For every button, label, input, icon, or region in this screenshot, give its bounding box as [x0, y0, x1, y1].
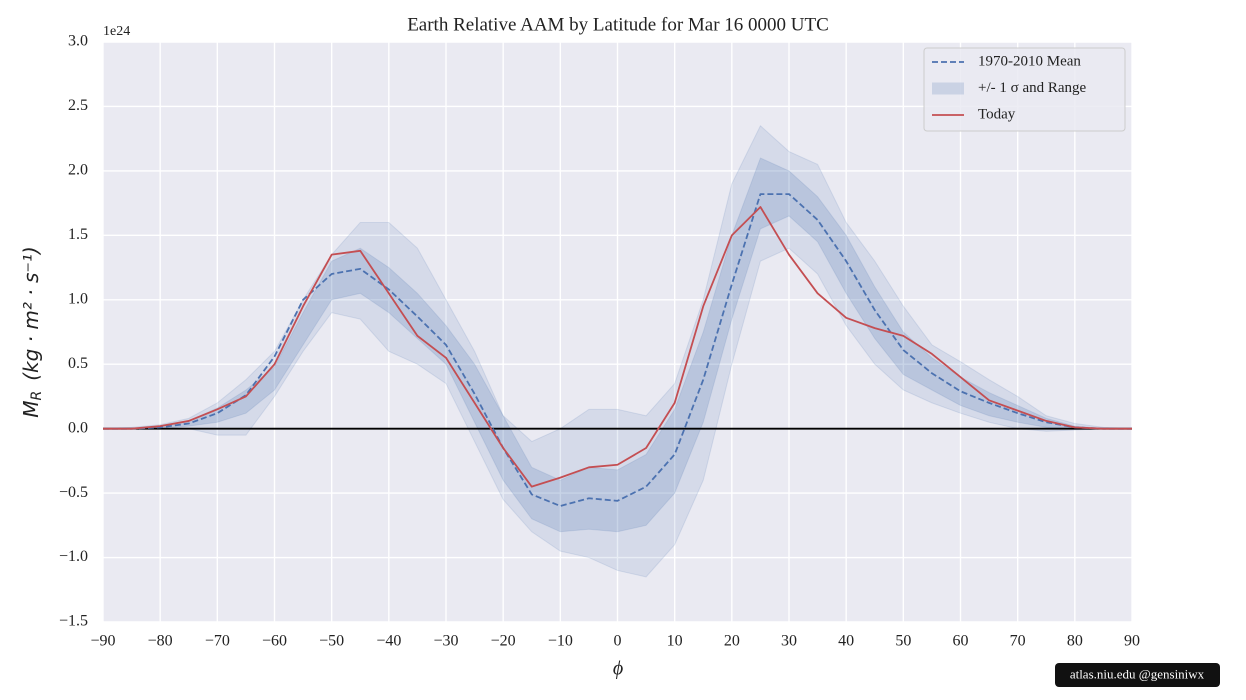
- x-tick-label: −40: [376, 633, 401, 650]
- x-tick-label: −70: [205, 633, 230, 650]
- x-tick-label: 60: [953, 633, 969, 650]
- x-axis-label: ϕ: [613, 658, 623, 680]
- watermark-text: atlas.niu.edu @gensiniwx: [1070, 666, 1205, 681]
- legend-label: +/- 1 σ and Range: [978, 80, 1087, 96]
- series-line: [103, 193, 1132, 507]
- x-tick-label: 50: [895, 633, 911, 650]
- x-tick-label: 0: [614, 633, 622, 650]
- x-tick-label: 20: [724, 633, 740, 650]
- legend: 1970-2010 Mean +/- 1 σ and Range Today: [923, 47, 1126, 132]
- x-tick-label: 80: [1067, 633, 1083, 650]
- x-tick-label: −20: [491, 633, 516, 650]
- x-tick-label: 30: [781, 633, 797, 650]
- y-label-units: (kg · m² · s⁻¹): [19, 246, 43, 381]
- y-label-symbol: M: [19, 401, 43, 418]
- watermark: atlas.niu.edu @gensiniwx: [1055, 663, 1220, 687]
- x-tick-label: −10: [548, 633, 573, 650]
- x-tick-label: −90: [90, 633, 115, 650]
- y-tick-label: 3.0: [68, 33, 88, 50]
- y-tick-label: 1.0: [68, 290, 88, 307]
- y-tick-label: 2.0: [68, 162, 88, 179]
- legend-box: [923, 47, 1126, 132]
- chart-title: Earth Relative AAM by Latitude for Mar 1…: [407, 14, 829, 35]
- x-tick-label: −50: [319, 633, 344, 650]
- x-tick-label: −30: [433, 633, 458, 650]
- y-tick-label: 1.5: [68, 226, 88, 243]
- y-tick-label: −0.5: [59, 484, 88, 501]
- y-tick-label: 0.0: [68, 419, 88, 436]
- y-axis-label: MR (kg · m² · s⁻¹): [19, 246, 46, 418]
- offset-label: 1e24: [103, 24, 130, 39]
- x-tick-label: −60: [262, 633, 287, 650]
- watermark-box: [1055, 663, 1220, 687]
- x-tick-label: 70: [1010, 633, 1026, 650]
- legend-key: [932, 82, 964, 95]
- x-tick-label: 10: [667, 633, 683, 650]
- y-label-subscript: R: [29, 391, 45, 401]
- y-tick-label: −1.0: [59, 548, 88, 565]
- x-tick-label: 90: [1124, 633, 1140, 650]
- legend-label: Today: [978, 106, 1016, 122]
- y-tick-label: 0.5: [68, 355, 88, 372]
- y-tick-label: 2.5: [68, 97, 88, 114]
- legend-label: 1970-2010 Mean: [978, 53, 1081, 69]
- x-tick-label: −80: [148, 633, 173, 650]
- y-tick-label: −1.5: [59, 613, 88, 630]
- x-tick-label: 40: [838, 633, 854, 650]
- series-line: [103, 206, 1132, 488]
